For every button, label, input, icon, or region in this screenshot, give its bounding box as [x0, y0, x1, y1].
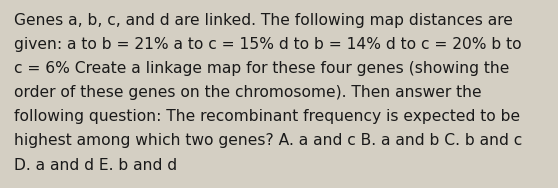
Text: D. a and d E. b and d: D. a and d E. b and d [14, 158, 177, 173]
Text: highest among which two genes? A. a and c B. a and b C. b and c: highest among which two genes? A. a and … [14, 133, 522, 149]
Text: following question: The recombinant frequency is expected to be: following question: The recombinant freq… [14, 109, 520, 124]
Text: Genes a, b, c, and d are linked. The following map distances are: Genes a, b, c, and d are linked. The fol… [14, 13, 513, 28]
Text: given: a to b = 21% a to c = 15% d to b = 14% d to c = 20% b to: given: a to b = 21% a to c = 15% d to b … [14, 37, 522, 52]
Text: c = 6% Create a linkage map for these four genes (showing the: c = 6% Create a linkage map for these fo… [14, 61, 509, 76]
Text: order of these genes on the chromosome). Then answer the: order of these genes on the chromosome).… [14, 85, 482, 100]
